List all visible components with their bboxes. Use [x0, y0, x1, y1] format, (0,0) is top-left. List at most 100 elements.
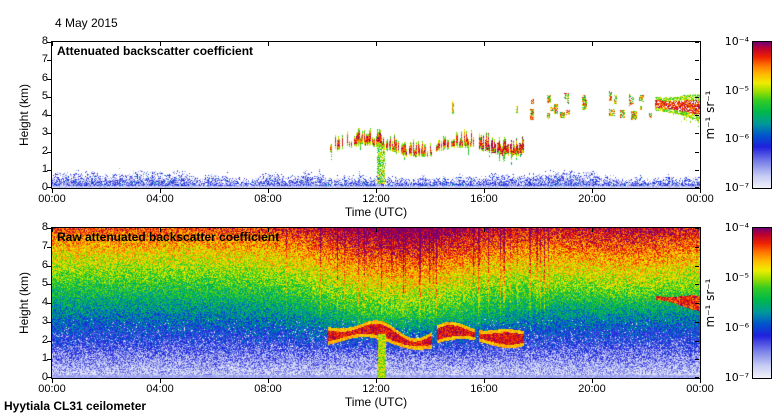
- axis-tick: [47, 42, 51, 43]
- y-tick-label: 8: [41, 221, 48, 233]
- x-tick-label: 08:00: [254, 383, 282, 395]
- y-tick-label: 4: [41, 296, 48, 308]
- axis-tick: [47, 359, 51, 360]
- colorbar-tick-label: 10⁻⁷: [724, 181, 749, 194]
- axis-tick: [52, 379, 53, 383]
- panel2-title: Raw attenuated backscatter coefficient: [57, 230, 280, 244]
- axis-tick: [47, 322, 51, 323]
- y-tick-label: 2: [41, 334, 48, 346]
- x-tick-label: 16:00: [470, 193, 498, 205]
- heatmap-canvas-attenuated: [52, 42, 700, 188]
- axis-tick: [160, 42, 161, 46]
- axis-tick: [268, 228, 269, 232]
- axis-tick: [695, 42, 699, 43]
- axis-tick: [47, 341, 51, 342]
- axis-tick: [695, 79, 699, 80]
- axis-tick: [695, 284, 699, 285]
- axis-tick: [695, 170, 699, 171]
- axis-tick: [47, 152, 51, 153]
- axis-tick: [47, 266, 51, 267]
- y-tick-label: 7: [41, 240, 48, 252]
- axis-tick: [47, 170, 51, 171]
- x-tick-label: 00:00: [686, 383, 714, 395]
- axis-tick: [52, 189, 53, 193]
- axis-tick: [695, 228, 699, 229]
- y-tick-label: 5: [41, 90, 48, 102]
- y-tick-label: 3: [41, 126, 48, 138]
- colorbar-tick-label: 10⁻⁴: [724, 35, 749, 48]
- axis-tick: [484, 379, 485, 383]
- y-tick-label: 5: [41, 277, 48, 289]
- y-tick-label: 6: [41, 72, 48, 84]
- axis-tick: [47, 133, 51, 134]
- x-tick-label: 12:00: [362, 193, 390, 205]
- axis-tick: [47, 377, 51, 378]
- x-tick-label: 08:00: [254, 193, 282, 205]
- y-tick-label: 1: [41, 352, 48, 364]
- colorbar-tick-label: 10⁻⁷: [724, 371, 749, 384]
- plot-attenuated-backscatter: Attenuated backscatter coefficient: [51, 41, 701, 189]
- x-tick-label: 04:00: [146, 193, 174, 205]
- colorbar-tick-label: 10⁻⁵: [724, 271, 749, 284]
- axis-tick: [695, 322, 699, 323]
- y-tick-label: 6: [41, 259, 48, 271]
- colorbar-bottom: [752, 227, 772, 379]
- colorbar-tick-label: 10⁻⁶: [724, 321, 749, 334]
- axis-tick: [484, 189, 485, 193]
- axis-tick: [268, 379, 269, 383]
- axis-tick: [47, 115, 51, 116]
- axis-tick: [52, 228, 53, 232]
- axis-tick: [592, 189, 593, 193]
- colorbar-canvas-bottom: [753, 228, 771, 378]
- x-tick-label: 20:00: [578, 383, 606, 395]
- date-label: 4 May 2015: [55, 16, 118, 30]
- y-tick-label: 0: [41, 371, 48, 383]
- axis-tick: [376, 189, 377, 193]
- axis-tick: [47, 79, 51, 80]
- y-tick-label: 2: [41, 145, 48, 157]
- x-tick-label: 04:00: [146, 383, 174, 395]
- x-tick-label: 20:00: [578, 193, 606, 205]
- axis-tick: [695, 60, 699, 61]
- y-tick-label: 7: [41, 53, 48, 65]
- x-tick-label: 16:00: [470, 383, 498, 395]
- panel2-x-axis-label: Time (UTC): [344, 395, 408, 409]
- axis-tick: [695, 247, 699, 248]
- heatmap-canvas-raw: [52, 228, 700, 378]
- axis-tick: [47, 60, 51, 61]
- axis-tick: [695, 266, 699, 267]
- axis-tick: [376, 228, 377, 232]
- panel1-x-axis-label: Time (UTC): [344, 205, 408, 219]
- axis-tick: [695, 341, 699, 342]
- axis-tick: [160, 189, 161, 193]
- axis-tick: [484, 228, 485, 232]
- axis-tick: [47, 247, 51, 248]
- axis-tick: [52, 42, 53, 46]
- axis-tick: [695, 133, 699, 134]
- axis-tick: [376, 379, 377, 383]
- axis-tick: [47, 97, 51, 98]
- y-tick-label: 3: [41, 315, 48, 327]
- axis-tick: [695, 359, 699, 360]
- footer-instrument-label: Hyytiala CL31 ceilometer: [4, 399, 147, 413]
- x-tick-label: 00:00: [686, 193, 714, 205]
- axis-tick: [160, 228, 161, 232]
- axis-tick: [700, 379, 701, 383]
- axis-tick: [47, 187, 51, 188]
- axis-tick: [268, 189, 269, 193]
- colorbar-tick-label: 10⁻⁴: [724, 221, 749, 234]
- axis-tick: [47, 228, 51, 229]
- colorbar-canvas-top: [753, 42, 771, 188]
- axis-tick: [695, 152, 699, 153]
- axis-tick: [592, 42, 593, 46]
- x-tick-label: 00:00: [38, 383, 66, 395]
- y-tick-label: 8: [41, 35, 48, 47]
- panel1-title: Attenuated backscatter coefficient: [57, 44, 254, 58]
- axis-tick: [700, 228, 701, 232]
- x-tick-label: 00:00: [38, 193, 66, 205]
- axis-tick: [268, 42, 269, 46]
- axis-tick: [47, 303, 51, 304]
- axis-tick: [695, 377, 699, 378]
- axis-tick: [592, 379, 593, 383]
